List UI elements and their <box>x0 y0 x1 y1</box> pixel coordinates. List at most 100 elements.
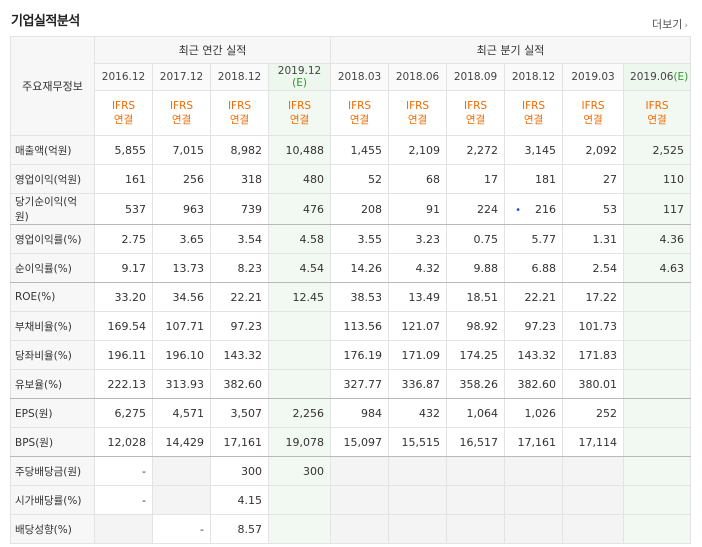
basis-standard: IFRS <box>581 100 605 112</box>
table-cell: 2,525 <box>623 135 692 165</box>
table-cell: 3,507 <box>210 398 269 428</box>
period-header: 2017.12 <box>152 63 211 91</box>
table-cell <box>623 340 692 370</box>
basis-label: IFRS 연결 <box>210 90 269 136</box>
table-cell: 3,145 <box>504 135 564 165</box>
table-cell: 15,515 <box>388 427 448 457</box>
table-cell <box>152 485 211 515</box>
table-cell <box>446 514 506 544</box>
table-cell: 4.54 <box>267 253 332 283</box>
table-cell: 8.57 <box>210 514 269 544</box>
basis-label: IFRS 연결 <box>330 90 390 136</box>
table-cell <box>623 427 692 457</box>
table-cell: - <box>94 485 153 515</box>
table-cell: 208 <box>330 193 390 225</box>
financial-table: 주요재무정보 최근 연간 실적 최근 분기 실적 2016.12 2017.12 2… <box>10 36 692 544</box>
table-cell: 327.77 <box>330 369 390 399</box>
table-cell: 13.73 <box>152 253 211 283</box>
table-cell <box>623 311 692 341</box>
table-cell <box>330 514 390 544</box>
table-cell: 358.26 <box>446 369 506 399</box>
table-cell <box>388 456 448 486</box>
row-label: 순이익률(%) <box>10 253 95 283</box>
table-cell <box>623 485 692 515</box>
table-row: 매출액(억원) 5,855 7,015 8,982 10,488 1,455 2,109 2,… <box>10 135 692 165</box>
table-cell <box>330 485 390 515</box>
basis-label: IFRS 연결 <box>562 90 625 136</box>
table-cell: 52 <box>330 164 390 194</box>
table-cell: 2,109 <box>388 135 448 165</box>
table-cell: 3.23 <box>388 224 448 254</box>
table-cell: 110 <box>623 164 692 194</box>
basis-label: IFRS 연결 <box>94 90 153 136</box>
table-cell <box>504 485 564 515</box>
table-cell: 27 <box>562 164 625 194</box>
basis-consolidation: 연결 <box>407 114 428 126</box>
table-cell: 17 <box>446 164 506 194</box>
table-row: EPS(원) 6,275 4,571 3,507 2,256 984 432 1,064 1,0… <box>10 398 692 428</box>
table-row: 순이익률(%) 9.17 13.73 8.23 4.54 14.26 4.32 9.88 6.8… <box>10 253 692 283</box>
table-cell: 33.20 <box>94 282 153 312</box>
table-cell: 537 <box>94 193 153 225</box>
table-cell: 101.73 <box>562 311 625 341</box>
table-cell: 113.56 <box>330 311 390 341</box>
table-cell <box>504 456 564 486</box>
table-cell <box>152 456 211 486</box>
basis-standard: IFRS <box>227 100 252 112</box>
table-cell <box>267 340 332 370</box>
basis-consolidation: 연결 <box>465 114 486 126</box>
row-label: 당좌비율(%) <box>10 340 95 370</box>
basis-standard: IFRS <box>521 100 546 112</box>
period-header: 2019.12 (E) <box>267 63 332 91</box>
table-cell: 382.60 <box>504 369 564 399</box>
more-link[interactable]: 더보기 › <box>652 16 688 32</box>
table-cell: 97.23 <box>504 311 564 341</box>
estimate-marker: (E) <box>292 77 307 89</box>
table-row: ROE(%) 33.20 34.56 22.21 12.45 38.53 13.49 18.5… <box>10 282 692 312</box>
table-row: 배당성향(%) -8.57 <box>10 514 692 544</box>
table-cell: 476 <box>267 193 332 225</box>
table-cell: 2,256 <box>267 398 332 428</box>
table-cell: 1,455 <box>330 135 390 165</box>
table-cell: 313.93 <box>152 369 211 399</box>
table-cell: 176.19 <box>330 340 390 370</box>
basis-label: IFRS 연결 <box>152 90 211 136</box>
basis-standard: IFRS <box>463 100 488 112</box>
table-cell: 174.25 <box>446 340 506 370</box>
table-cell: 318 <box>210 164 269 194</box>
basis-consolidation: 연결 <box>113 114 134 126</box>
table-cell: 17,161 <box>210 427 269 457</box>
table-row: 유보율(%) 222.13 313.93 382.60 327.77 336.87 358.… <box>10 369 692 399</box>
table-cell: 5.77 <box>504 224 564 254</box>
table-cell: 4.36 <box>623 224 692 254</box>
table-cell: 171.09 <box>388 340 448 370</box>
table-row: 부채비율(%) 169.54 107.71 97.23 113.56 121.07 98.9… <box>10 311 692 341</box>
table-cell <box>562 514 625 544</box>
basis-standard: IFRS <box>287 100 312 112</box>
table-cell <box>446 456 506 486</box>
table-cell <box>504 514 564 544</box>
table-cell: 9.17 <box>94 253 153 283</box>
table-cell: 8.23 <box>210 253 269 283</box>
table-cell: 300 <box>210 456 269 486</box>
row-label: ROE(%) <box>10 282 95 312</box>
table-cell: 97.23 <box>210 311 269 341</box>
table-cell: 2,092 <box>562 135 625 165</box>
table-cell: 17,161 <box>504 427 564 457</box>
table-cell: 143.32 <box>210 340 269 370</box>
table-cell: 107.71 <box>152 311 211 341</box>
period-label: 2018.03 <box>337 71 382 83</box>
basis-label: IFRS 연결 <box>504 90 564 136</box>
table-cell: 14,429 <box>152 427 211 457</box>
period-label: 2019.12 <box>277 65 322 77</box>
table-cell: 171.83 <box>562 340 625 370</box>
table-cell: 196.11 <box>94 340 153 370</box>
table-cell: 4.32 <box>388 253 448 283</box>
row-label: BPS(원) <box>10 427 95 457</box>
table-row: 시가배당률(%) - 4.15 <box>10 485 692 515</box>
period-label: 2016.12 <box>101 71 146 83</box>
basis-consolidation: 연결 <box>171 114 192 126</box>
table-cell: 18.51 <box>446 282 506 312</box>
table-cell: 2,272 <box>446 135 506 165</box>
table-cell: 432 <box>388 398 448 428</box>
